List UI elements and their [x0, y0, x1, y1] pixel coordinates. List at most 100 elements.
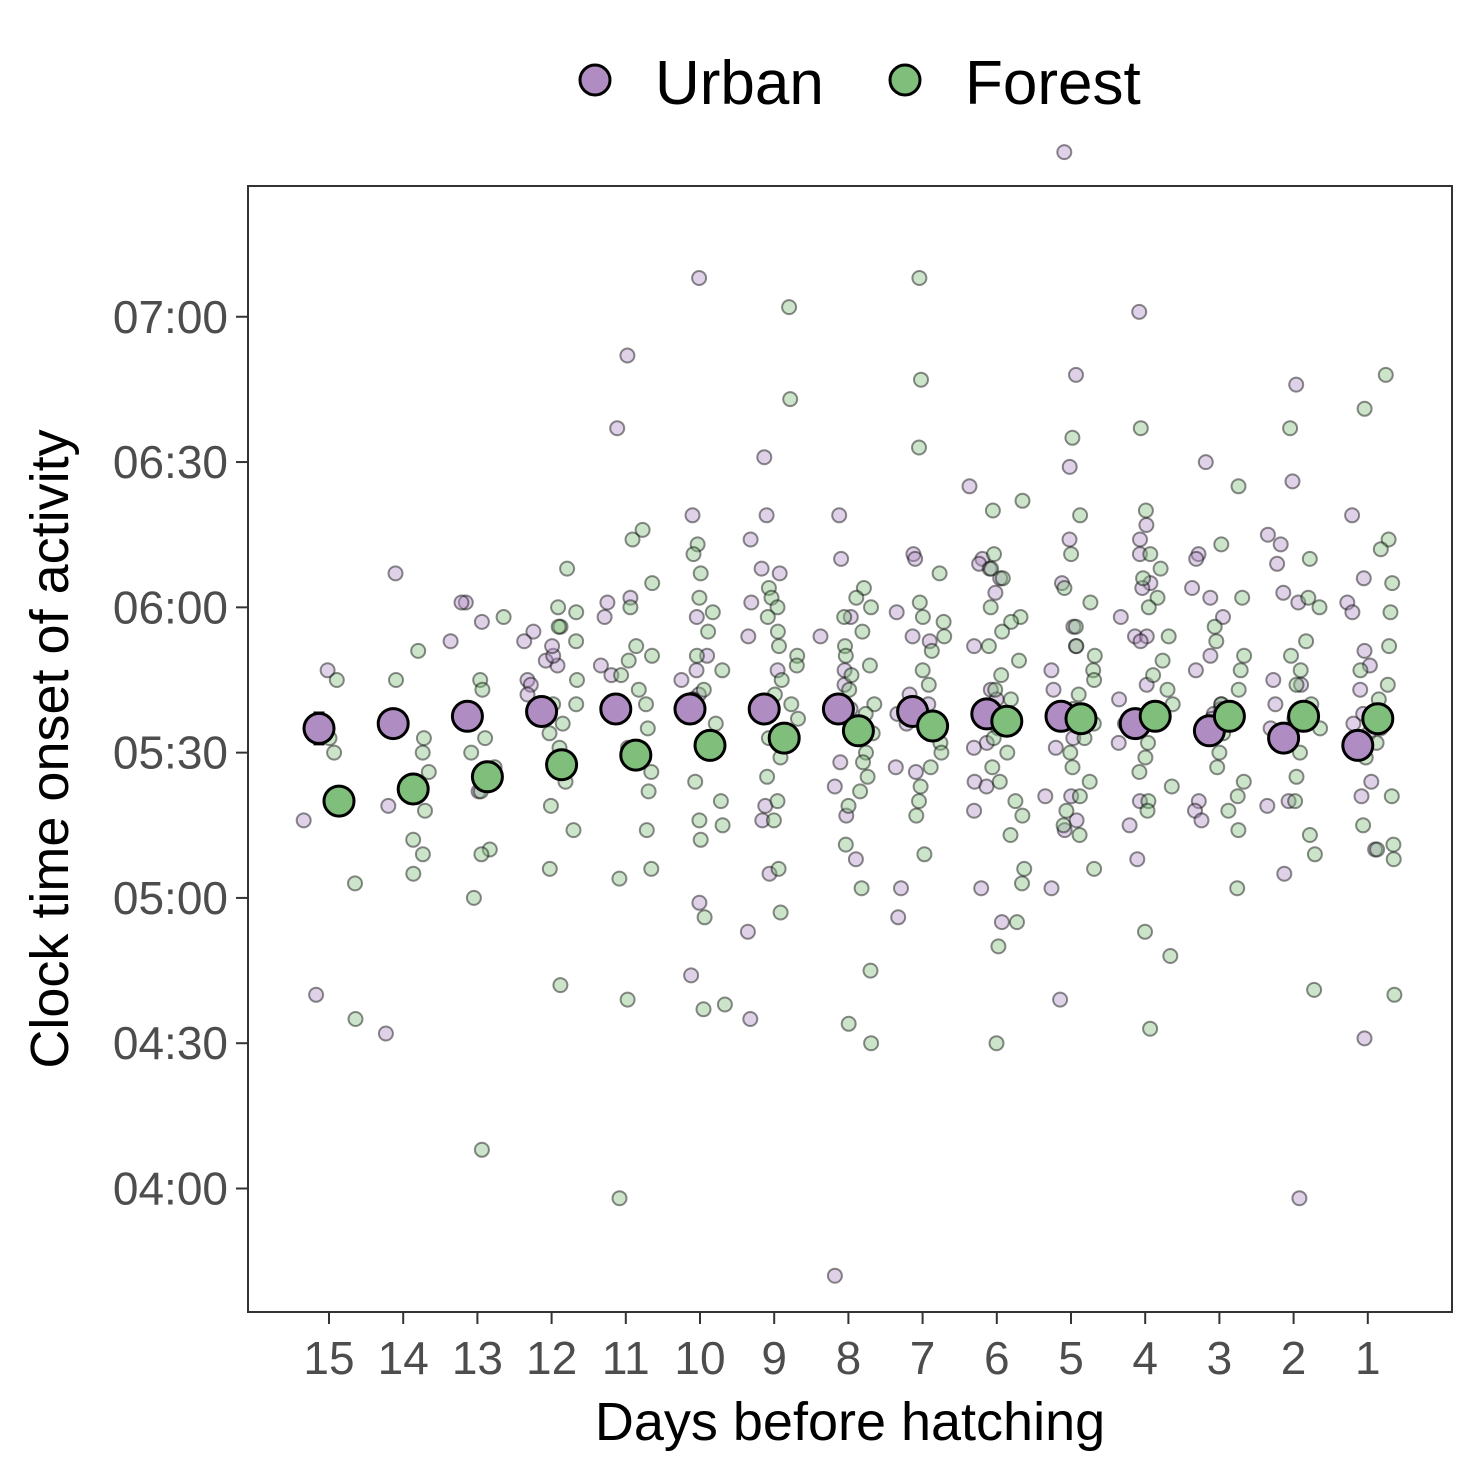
urban-raw-point [1043, 662, 1060, 679]
urban-raw-point [842, 609, 859, 625]
forest-raw-point [1232, 662, 1249, 679]
forest-raw-point [913, 371, 929, 388]
forest-raw-point [638, 696, 654, 713]
urban-mean-point [302, 711, 336, 745]
forest-raw-point [1085, 662, 1102, 679]
forest-raw-point [611, 870, 628, 887]
forest-raw-point [688, 647, 705, 664]
x-axis: 15 14 13 12 11 10 9 8 7 6 5 4 3 2 1 [303, 1312, 1381, 1384]
forest-mean-point [1361, 702, 1395, 736]
y-axis: 04:00 04:30 05:00 05:30 06:00 06:30 07:00 [113, 291, 248, 1215]
forest-raw-point [783, 696, 800, 713]
forest-raw-point [473, 846, 490, 863]
forest-raw-point [1064, 759, 1081, 776]
urban-raw-point [592, 657, 609, 674]
urban-raw-point [1259, 526, 1276, 543]
forest-raw-point [640, 783, 657, 800]
forest-raw-point [1086, 860, 1103, 877]
urban-raw-point [890, 909, 907, 926]
urban-mean-point [747, 692, 781, 726]
x-tick-label: 9 [761, 1332, 787, 1384]
forest-raw-point [620, 652, 637, 669]
forest-raw-point [1230, 822, 1247, 839]
forest-raw-point [923, 642, 940, 659]
forest-raw-point [1292, 744, 1308, 761]
forest-raw-point [630, 681, 647, 698]
urban-raw-point [599, 594, 616, 611]
forest-raw-point [1140, 734, 1156, 751]
forest-raw-point [1142, 1020, 1159, 1037]
forest-raw-point [837, 638, 853, 655]
urban-raw-point [1037, 788, 1054, 805]
x-tick-label: 4 [1132, 1332, 1158, 1384]
forest-raw-point [769, 623, 786, 640]
urban-raw-point [771, 565, 788, 582]
urban-raw-point [596, 609, 613, 625]
forest-raw-point [1382, 604, 1399, 621]
forest-raw-point [1135, 570, 1152, 587]
urban-raw-point [522, 676, 539, 693]
forest-raw-point [1067, 618, 1084, 635]
urban-raw-point [519, 686, 536, 703]
urban-raw-point [754, 812, 771, 829]
forest-raw-point [1352, 662, 1369, 679]
forest-raw-point [1007, 793, 1024, 810]
forest-raw-point [473, 1141, 490, 1158]
forest-raw-point [861, 657, 878, 674]
urban-raw-point [1142, 575, 1159, 592]
urban-raw-point [739, 923, 756, 940]
urban-raw-point [1275, 584, 1292, 601]
urban-raw-point [1290, 594, 1307, 611]
forest-raw-point [987, 681, 1004, 698]
forest-raw-point [714, 662, 731, 679]
urban-raw-point [743, 594, 760, 611]
forest-raw-point [1145, 667, 1162, 684]
forest-raw-point [1154, 652, 1171, 669]
forest-raw-point [622, 599, 639, 616]
forest-raw-point [644, 647, 660, 664]
y-tick-label: 04:30 [113, 1017, 228, 1069]
urban-raw-point [1344, 507, 1361, 524]
forest-raw-point [347, 875, 363, 892]
forest-raw-point [415, 730, 432, 747]
urban-raw-point [1063, 788, 1080, 805]
forest-raw-point [685, 546, 702, 563]
urban-raw-point [1129, 851, 1146, 868]
forest-raw-point [1014, 875, 1030, 892]
forest-raw-point [1288, 768, 1305, 785]
forest-raw-point [760, 580, 777, 596]
forest-raw-point [611, 1190, 628, 1207]
urban-raw-point [1280, 793, 1297, 810]
urban-raw-point [888, 604, 905, 621]
forest-raw-point [1306, 846, 1323, 863]
urban-mean-point [450, 699, 484, 733]
urban-raw-point [904, 628, 921, 645]
urban-raw-point [1276, 865, 1293, 882]
forest-raw-point [1209, 759, 1226, 776]
forest-mean-point [916, 709, 950, 743]
forest-raw-point [770, 860, 787, 877]
urban-raw-point [1067, 638, 1084, 655]
x-tick-label: 6 [984, 1332, 1010, 1384]
forest-raw-point [1142, 546, 1159, 563]
urban-raw-point [1068, 812, 1085, 829]
forest-raw-point [1003, 613, 1020, 630]
forest-raw-point [1140, 599, 1157, 616]
forest-raw-point [1058, 802, 1075, 819]
forest-raw-point [714, 817, 731, 834]
forest-raw-point [911, 594, 928, 611]
forest-raw-point [843, 667, 860, 684]
urban-raw-point [965, 739, 982, 756]
urban-raw-point [1110, 734, 1127, 751]
forest-raw-point [936, 628, 953, 645]
urban-raw-point [1353, 788, 1370, 805]
forest-raw-point [840, 1015, 857, 1032]
forest-mean-point [1212, 699, 1246, 733]
urban-raw-point [966, 638, 983, 655]
urban-raw-point [549, 657, 566, 674]
forest-raw-point [644, 575, 661, 592]
urban-raw-point [740, 628, 757, 645]
urban-raw-point [545, 647, 562, 664]
urban-raw-point [1284, 473, 1301, 490]
forest-raw-point [854, 623, 871, 640]
